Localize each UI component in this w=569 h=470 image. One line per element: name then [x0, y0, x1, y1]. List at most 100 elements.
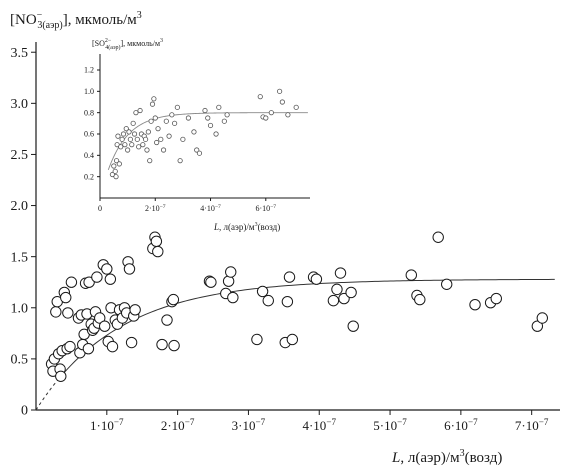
data-point [113, 158, 120, 164]
data-point [156, 338, 168, 351]
data-point [168, 339, 180, 352]
data-point [65, 276, 78, 288]
y-tick-label: 0.8 [84, 108, 94, 117]
x-tick-label: 1·10−7 [90, 417, 124, 433]
data-point [174, 104, 180, 110]
inset-points [109, 88, 299, 180]
data-point [147, 158, 153, 164]
inset-x-ticks: 0 2·10−7 4·10−7 6·10−7 [98, 198, 276, 213]
data-point [414, 293, 426, 306]
data-point [281, 295, 294, 308]
data-point [263, 115, 269, 121]
data-point [202, 107, 208, 114]
x-tick-label: 0 [98, 204, 102, 213]
x-tick-label: 2·10−7 [145, 204, 166, 213]
data-point [279, 99, 285, 105]
y-tick-label: 2.5 [11, 148, 29, 163]
data-point [113, 174, 119, 180]
main-y-title: [NO− 3(аэр)], мкмоль/м3 [10, 10, 142, 31]
data-point [224, 112, 230, 118]
data-point [227, 291, 239, 304]
data-point [347, 320, 359, 332]
data-point [310, 273, 323, 285]
x-tick-label: 2·10−7 [161, 417, 195, 433]
y-tick-label: 0.4 [84, 151, 94, 160]
data-point [129, 304, 141, 316]
data-point [82, 342, 95, 355]
x-tick-label: 7·10−7 [515, 417, 549, 433]
data-point [285, 112, 291, 118]
data-point [152, 245, 164, 258]
data-point [155, 126, 161, 132]
main-fit-curve-dashed [35, 378, 60, 411]
data-point [144, 147, 150, 153]
main-x-title: L, л(аэр)/м3(возд) [391, 448, 502, 466]
y-tick-label: 3.0 [11, 97, 29, 112]
data-point [160, 147, 167, 153]
data-point [154, 139, 160, 146]
data-point [345, 286, 357, 299]
data-point [151, 96, 157, 102]
y-tick-label: 1.2 [84, 66, 94, 75]
data-point [256, 285, 269, 298]
data-point [277, 88, 283, 94]
data-point [115, 133, 121, 139]
inset-y-title: [SO2− 4(аэр)], мкмоль/м3 [92, 38, 163, 51]
data-point [441, 278, 453, 290]
data-point [432, 231, 444, 243]
y-tick-label: 1.5 [11, 250, 29, 265]
data-point [152, 115, 158, 121]
data-point [149, 101, 156, 107]
data-point [536, 312, 548, 324]
data-point [64, 340, 76, 353]
data-point [126, 129, 132, 135]
data-point [283, 271, 296, 283]
data-point [221, 118, 227, 124]
data-point [161, 314, 173, 326]
inset-chart: 0.2 0.4 0.6 0.8 1.0 1.2 0 2·10−7 4·10−7 6·10−7 [… [84, 38, 310, 232]
data-point [50, 306, 62, 318]
y-tick-label: 1.0 [84, 87, 94, 96]
y-tick-label: 3.5 [11, 46, 29, 61]
x-tick-label: 6·10−7 [255, 204, 276, 213]
data-point [130, 120, 136, 126]
main-chart: 0 0.5 1.0 1.5 2.0 2.5 3.0 3.5 1·10−7 2·10−7 3·10−… [10, 10, 560, 466]
data-point [327, 294, 340, 307]
data-point [194, 147, 200, 153]
y-tick-label: 0.5 [11, 353, 29, 368]
data-point [133, 110, 139, 116]
data-point [286, 333, 299, 346]
data-point [205, 276, 217, 288]
inset-x-title: L, л(аэр)/м3(возд) [213, 222, 280, 232]
data-point [191, 129, 197, 135]
data-point [469, 299, 481, 311]
data-point [140, 142, 146, 148]
data-point [163, 118, 169, 124]
main-fit-curve [58, 278, 555, 380]
data-point [222, 275, 235, 287]
data-point [134, 136, 140, 142]
data-point [123, 126, 129, 132]
data-point [142, 136, 149, 142]
data-point [338, 292, 350, 305]
data-point [262, 294, 274, 307]
data-point [120, 131, 127, 137]
data-point [268, 110, 274, 116]
data-point [148, 118, 154, 124]
data-point [94, 312, 106, 324]
data-point [405, 269, 417, 281]
data-point [185, 115, 192, 121]
data-point [62, 307, 74, 319]
data-point [125, 336, 138, 349]
data-point [136, 144, 142, 150]
x-tick-label: 4·10−7 [200, 204, 221, 213]
data-point [177, 158, 183, 164]
data-point [213, 131, 219, 137]
main-points [45, 231, 548, 382]
data-point [293, 104, 299, 110]
y-tick-label: 1.0 [11, 301, 29, 316]
data-point [334, 267, 347, 279]
data-point [125, 147, 131, 153]
y-tick-label: 2.0 [11, 199, 29, 214]
inset-y-ticks: 0.2 0.4 0.6 0.8 1.0 1.2 [84, 66, 100, 181]
